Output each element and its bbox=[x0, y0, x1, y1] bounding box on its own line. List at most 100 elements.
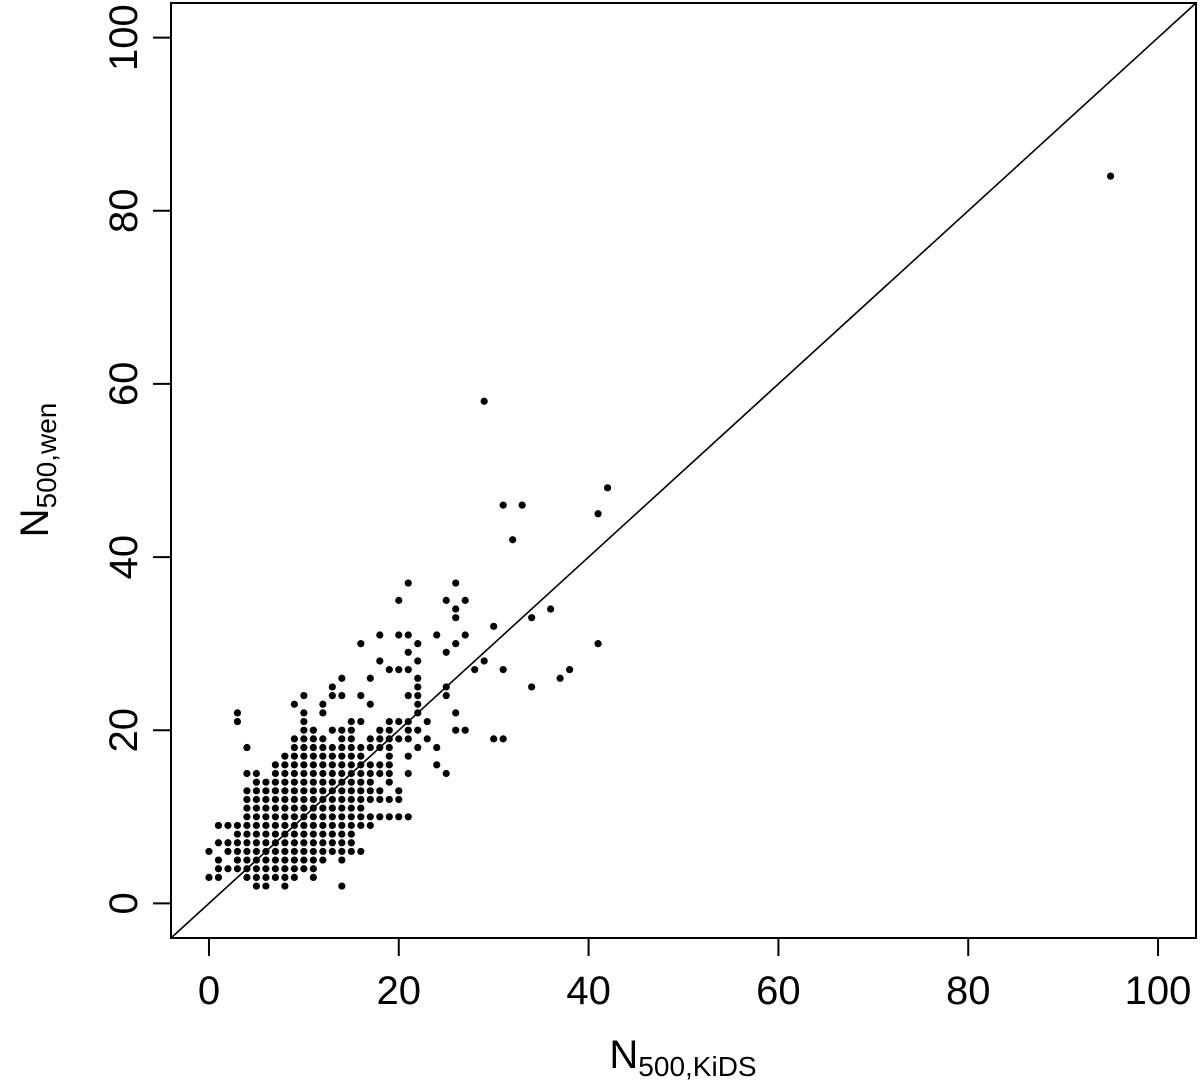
data-point bbox=[442, 691, 450, 700]
data-point bbox=[319, 856, 327, 864]
data-point bbox=[347, 769, 355, 778]
data-point bbox=[338, 830, 346, 838]
data-point bbox=[480, 657, 488, 665]
x-tick-label: 60 bbox=[756, 969, 801, 1013]
data-point bbox=[300, 847, 308, 856]
data-point bbox=[385, 666, 393, 674]
data-point bbox=[347, 752, 355, 760]
data-point bbox=[224, 821, 232, 830]
data-point bbox=[395, 787, 403, 795]
data-point bbox=[395, 795, 403, 804]
data-point bbox=[281, 882, 289, 890]
data-point bbox=[404, 752, 412, 760]
data-point bbox=[366, 700, 374, 708]
data-point bbox=[338, 813, 346, 821]
data-point bbox=[319, 761, 327, 769]
data-point bbox=[290, 700, 298, 708]
data-point bbox=[328, 821, 336, 830]
data-point bbox=[395, 813, 403, 821]
data-point bbox=[290, 865, 298, 873]
data-point bbox=[328, 813, 336, 821]
data-point bbox=[442, 648, 450, 656]
data-point bbox=[490, 735, 498, 743]
data-point bbox=[338, 726, 346, 734]
data-point bbox=[366, 795, 374, 804]
data-point bbox=[214, 856, 223, 864]
data-point bbox=[252, 882, 261, 890]
data-point bbox=[281, 839, 289, 847]
data-point bbox=[271, 856, 279, 864]
data-point bbox=[357, 821, 365, 830]
data-point bbox=[271, 804, 279, 812]
y-axis-title: N500,wen bbox=[13, 403, 62, 538]
data-point bbox=[290, 787, 298, 795]
data-point bbox=[366, 813, 374, 821]
data-point bbox=[233, 847, 242, 856]
x-tick-label: 0 bbox=[198, 969, 220, 1013]
data-point bbox=[281, 873, 289, 881]
data-point bbox=[319, 769, 327, 778]
data-point bbox=[281, 787, 289, 795]
data-point bbox=[262, 856, 270, 864]
y-tick-label: 20 bbox=[102, 708, 146, 753]
data-point bbox=[347, 830, 355, 838]
data-point bbox=[243, 873, 251, 881]
data-point bbox=[518, 501, 526, 509]
data-point bbox=[271, 787, 279, 795]
data-point bbox=[442, 596, 450, 604]
data-point bbox=[414, 683, 422, 691]
data-point bbox=[328, 761, 336, 769]
data-point bbox=[262, 830, 270, 838]
data-point bbox=[357, 743, 365, 752]
data-point bbox=[347, 813, 355, 821]
data-point bbox=[385, 726, 393, 734]
x-tick-label: 20 bbox=[377, 969, 422, 1013]
data-point bbox=[414, 640, 422, 648]
data-point bbox=[300, 821, 308, 830]
data-point bbox=[528, 683, 536, 691]
data-point bbox=[290, 735, 298, 743]
data-point bbox=[1106, 172, 1115, 180]
data-point bbox=[300, 830, 308, 838]
data-point bbox=[385, 761, 393, 769]
data-point bbox=[271, 769, 279, 778]
data-point bbox=[338, 821, 346, 830]
y-axis-title-main: N bbox=[13, 508, 57, 537]
data-point bbox=[404, 717, 412, 726]
data-point bbox=[347, 787, 355, 795]
data-point bbox=[376, 726, 384, 734]
data-point bbox=[290, 856, 298, 864]
data-point bbox=[347, 821, 355, 830]
data-point bbox=[319, 839, 327, 847]
data-point bbox=[309, 735, 317, 743]
data-point bbox=[281, 847, 289, 856]
data-point bbox=[433, 743, 441, 752]
data-point bbox=[233, 830, 242, 838]
data-point bbox=[328, 743, 336, 752]
data-point bbox=[281, 813, 289, 821]
data-point bbox=[338, 856, 346, 864]
y-tick-label: 40 bbox=[102, 535, 146, 580]
data-point bbox=[338, 761, 346, 769]
data-point bbox=[319, 795, 327, 804]
data-point bbox=[262, 813, 270, 821]
data-point bbox=[404, 813, 412, 821]
data-point bbox=[262, 847, 270, 856]
data-point bbox=[404, 735, 412, 743]
data-point bbox=[338, 795, 346, 804]
data-point bbox=[442, 683, 450, 691]
data-point bbox=[338, 882, 346, 890]
data-point bbox=[357, 640, 365, 648]
data-point bbox=[452, 605, 460, 613]
data-point bbox=[233, 839, 242, 847]
data-point bbox=[433, 761, 441, 769]
data-point bbox=[366, 769, 374, 778]
data-point bbox=[499, 666, 507, 674]
y-tick-label: 80 bbox=[102, 189, 146, 234]
data-point bbox=[309, 778, 317, 786]
x-tick-label: 80 bbox=[946, 969, 991, 1013]
x-tick-label: 100 bbox=[1125, 969, 1192, 1013]
data-point bbox=[300, 735, 308, 743]
data-point bbox=[338, 743, 346, 752]
